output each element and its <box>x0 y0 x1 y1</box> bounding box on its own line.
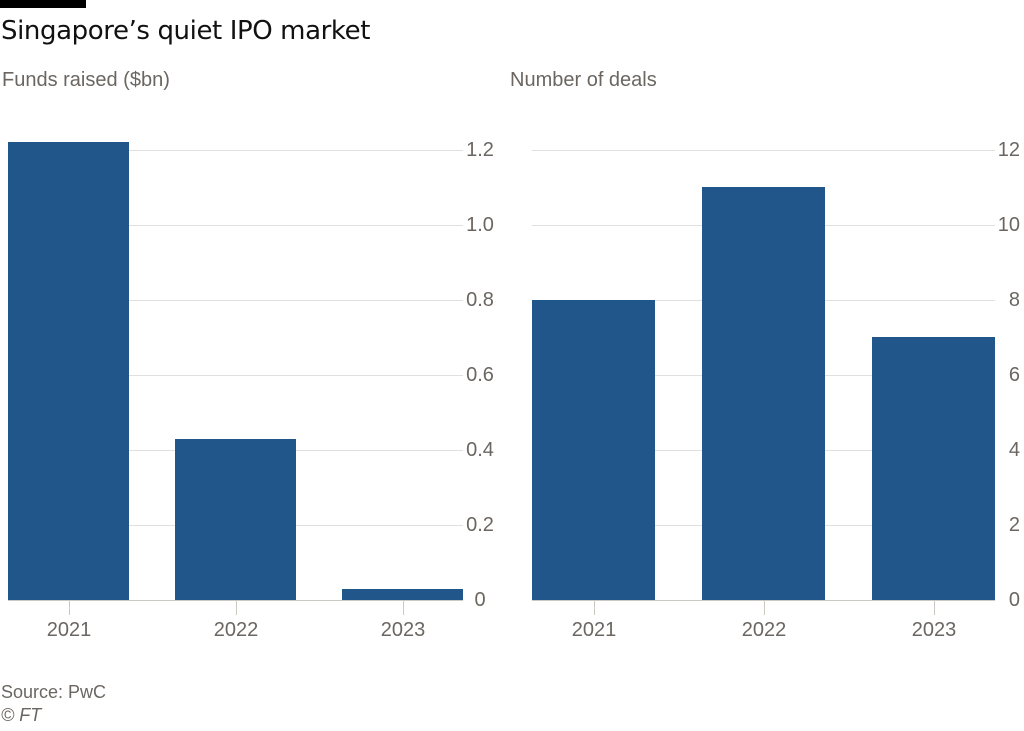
y-tick-label: 1.0 <box>466 214 494 236</box>
x-axis-tick <box>403 601 404 615</box>
x-axis-line <box>8 600 463 601</box>
source-note: Source: PwC <box>1 682 107 702</box>
bar-2021 <box>532 300 655 600</box>
gridline <box>532 150 995 151</box>
bar-2022 <box>175 439 296 600</box>
y-tick-label: 10 <box>997 214 1020 236</box>
x-axis-line <box>532 600 995 601</box>
x-tick-label: 2023 <box>911 619 957 641</box>
x-tick-label: 2022 <box>213 619 259 641</box>
bar-2022 <box>702 187 825 600</box>
bar-2023 <box>872 337 995 600</box>
y-tick-label: 0.8 <box>466 289 494 311</box>
page-title: Singapore’s quiet IPO market <box>1 16 371 46</box>
left-chart-plot: 2021 2022 2023 <box>8 140 463 641</box>
gridline <box>8 375 463 376</box>
left-chart-subtitle: Funds raised ($bn) <box>2 69 170 91</box>
y-tick-label: 6 <box>1008 364 1020 386</box>
bar-2023 <box>342 589 463 600</box>
x-tick-label: 2021 <box>571 619 617 641</box>
y-tick-label: 2 <box>1008 514 1020 536</box>
x-tick-label: 2022 <box>741 619 787 641</box>
right-chart-subtitle: Number of deals <box>510 69 657 91</box>
ft-copyright: © FT <box>1 705 42 725</box>
x-axis-tick <box>69 601 70 615</box>
y-tick-label: 12 <box>997 139 1020 161</box>
ft-top-rule <box>0 0 86 8</box>
y-tick-label: 0 <box>474 589 486 611</box>
y-tick-label: 0.4 <box>466 439 494 461</box>
x-axis-tick <box>594 601 595 615</box>
right-chart-plot: 2021 2022 2023 <box>532 140 995 641</box>
x-tick-label: 2023 <box>380 619 426 641</box>
x-tick-label: 2021 <box>46 619 92 641</box>
left-chart-y-axis: 0 0.2 0.4 0.6 0.8 1.0 1.2 <box>461 139 499 610</box>
y-tick-label: 0.6 <box>466 364 494 386</box>
gridline <box>8 150 463 151</box>
y-tick-label: 0.2 <box>466 514 494 536</box>
y-tick-label: 1.2 <box>466 139 494 161</box>
y-tick-label: 4 <box>1008 439 1020 461</box>
x-axis-tick <box>934 601 935 615</box>
x-axis-tick <box>764 601 765 615</box>
y-tick-label: 0 <box>1008 589 1020 611</box>
gridline <box>8 225 463 226</box>
x-axis-tick <box>236 601 237 615</box>
bar-2021 <box>8 142 129 600</box>
y-tick-label: 8 <box>1008 289 1020 311</box>
right-chart-y-axis: 0 2 4 6 8 10 12 <box>990 139 1020 610</box>
gridline <box>8 300 463 301</box>
